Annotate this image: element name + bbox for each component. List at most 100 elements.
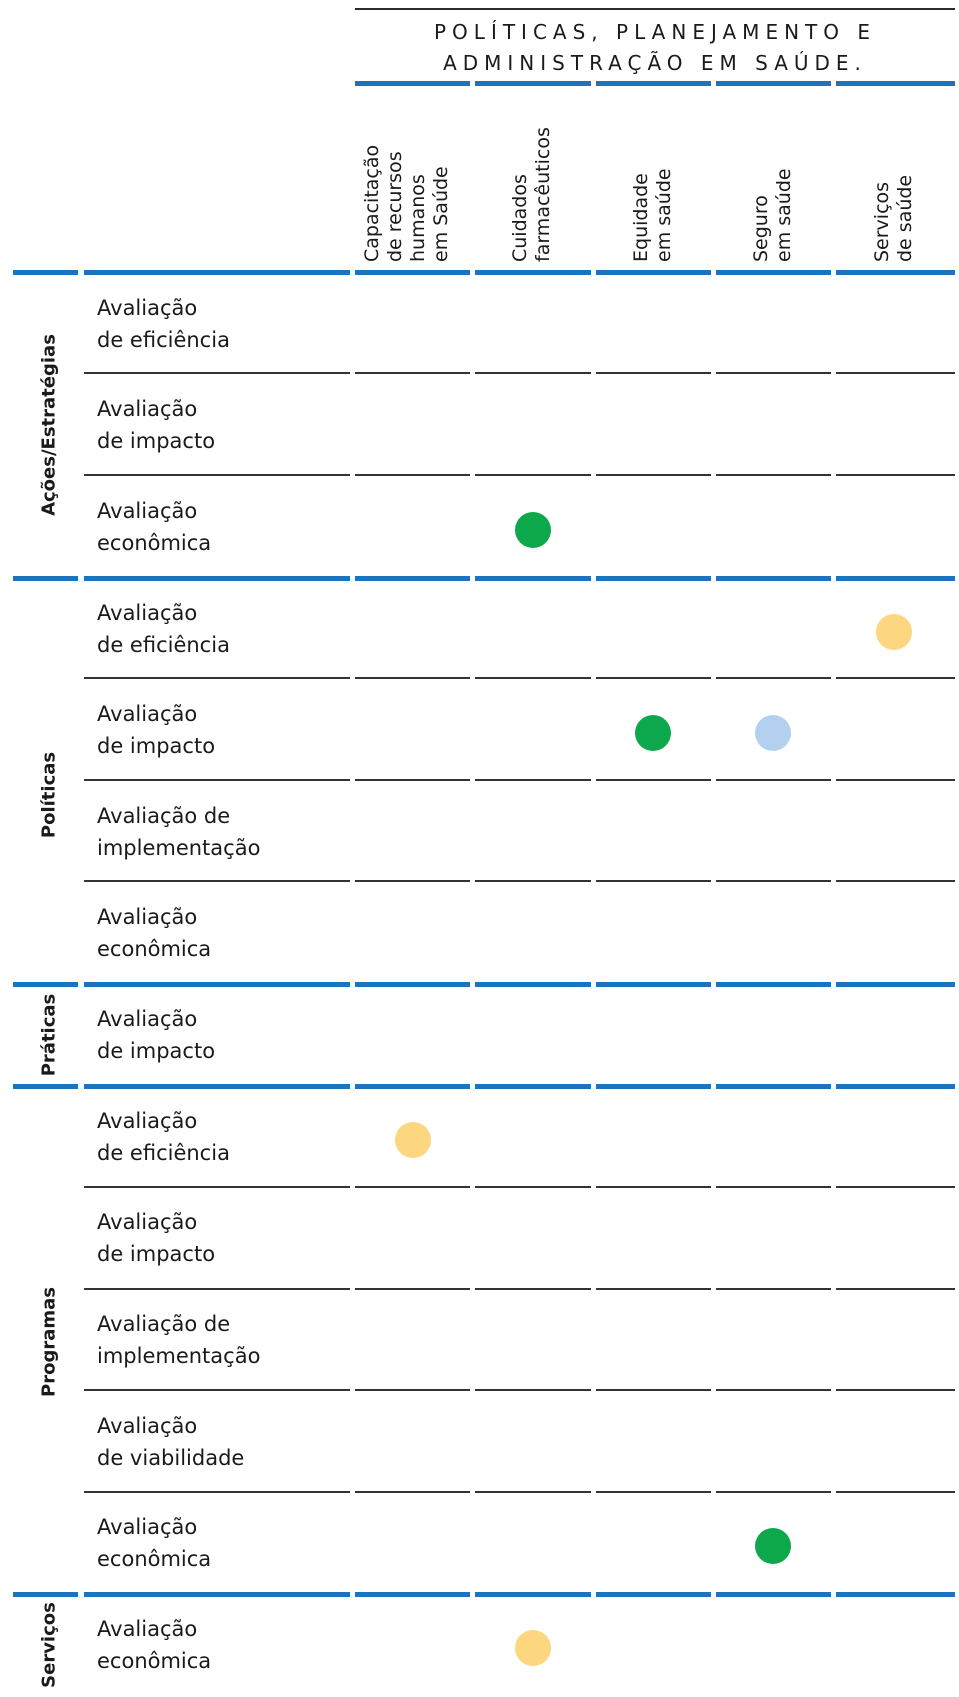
group-blue-rule <box>475 270 591 275</box>
row-divider <box>475 372 591 374</box>
row-divider <box>716 474 831 476</box>
row-label: Avaliação de eficiência <box>97 1109 230 1165</box>
column-header-equidade: Equidade em saúde <box>630 168 675 262</box>
row-label: Avaliação de impacto <box>97 397 216 453</box>
group-blue-rule <box>836 270 955 275</box>
group-blue-rule <box>836 1084 955 1089</box>
row-divider <box>475 779 591 781</box>
group-blue-rule <box>13 1084 78 1089</box>
row-label: Avaliação de eficiência <box>97 601 230 657</box>
row-divider <box>836 372 955 374</box>
row-divider <box>84 372 350 374</box>
row-divider <box>475 677 591 679</box>
row-divider <box>355 1491 470 1493</box>
group-label-servicos: Serviços <box>38 1602 60 1688</box>
group-blue-rule <box>716 1084 831 1089</box>
column-header-cuidados: Cuidados farmacêuticos <box>509 127 554 262</box>
row-divider <box>836 677 955 679</box>
row-divider <box>84 1288 350 1290</box>
row-divider <box>836 1186 955 1188</box>
row-label: Avaliação de impacto <box>97 702 216 758</box>
group-blue-rule <box>84 270 350 275</box>
group-blue-rule <box>836 982 955 987</box>
row-divider <box>84 880 350 882</box>
yellow-dot-marker <box>876 614 912 650</box>
group-blue-rule <box>13 982 78 987</box>
row-divider <box>836 1491 955 1493</box>
row-label: Avaliação de eficiência <box>97 296 230 352</box>
row-divider <box>596 1491 711 1493</box>
group-label-acoes-estrategias: Ações/Estratégias <box>38 334 60 516</box>
group-label-programas: Programas <box>38 1287 60 1397</box>
row-divider <box>84 677 350 679</box>
row-label: Avaliação de implementação <box>97 804 261 860</box>
row-label: Avaliação econômica <box>97 1617 212 1673</box>
group-blue-rule <box>84 1592 350 1597</box>
column-header-servicos: Serviços de saúde <box>871 174 916 262</box>
row-divider <box>84 474 350 476</box>
group-blue-rule <box>596 1592 711 1597</box>
row-divider <box>475 1288 591 1290</box>
row-divider <box>84 1389 350 1391</box>
group-blue-rule <box>475 982 591 987</box>
group-blue-rule <box>355 270 470 275</box>
row-divider <box>716 1186 831 1188</box>
row-label: Avaliação de viabilidade <box>97 1414 245 1470</box>
row-divider <box>716 880 831 882</box>
group-blue-rule <box>716 982 831 987</box>
header-blue-rule <box>475 81 591 86</box>
row-divider <box>355 372 470 374</box>
group-blue-rule <box>84 982 350 987</box>
light-blue-dot-marker <box>755 715 791 751</box>
row-divider <box>836 1288 955 1290</box>
row-divider <box>836 474 955 476</box>
yellow-dot-marker <box>515 1630 551 1666</box>
row-divider <box>475 1389 591 1391</box>
group-label-politicas: Políticas <box>38 751 60 839</box>
group-label-praticas: Práticas <box>38 993 60 1077</box>
row-divider <box>596 372 711 374</box>
green-dot-marker <box>755 1528 791 1564</box>
row-label: Avaliação de impacto <box>97 1210 216 1266</box>
group-blue-rule <box>355 982 470 987</box>
row-divider <box>716 1288 831 1290</box>
group-blue-rule <box>475 1592 591 1597</box>
green-dot-marker <box>515 512 551 548</box>
group-blue-rule <box>84 576 350 581</box>
row-label: Avaliação econômica <box>97 905 212 961</box>
row-divider <box>716 1491 831 1493</box>
group-blue-rule <box>13 1592 78 1597</box>
row-divider <box>596 1288 711 1290</box>
yellow-dot-marker <box>395 1122 431 1158</box>
group-blue-rule <box>355 1592 470 1597</box>
group-blue-rule <box>716 576 831 581</box>
group-blue-rule <box>836 576 955 581</box>
row-divider <box>836 1389 955 1391</box>
row-divider <box>84 1186 350 1188</box>
row-label: Avaliação de impacto <box>97 1007 216 1063</box>
group-blue-rule <box>355 1084 470 1089</box>
group-blue-rule <box>13 576 78 581</box>
row-divider <box>355 779 470 781</box>
row-divider <box>355 677 470 679</box>
group-blue-rule <box>475 1084 591 1089</box>
column-header-capacitacao: Capacitação de recursos humanos em Saúde <box>361 144 452 262</box>
row-divider <box>475 880 591 882</box>
row-divider <box>475 1186 591 1188</box>
title-line-1: POLÍTICAS, PLANEJAMENTO E <box>434 20 876 44</box>
group-blue-rule <box>84 1084 350 1089</box>
group-blue-rule <box>355 576 470 581</box>
group-blue-rule <box>836 1592 955 1597</box>
row-divider <box>475 474 591 476</box>
header-blue-rule <box>355 81 470 86</box>
header-blue-rule <box>716 81 831 86</box>
green-dot-marker <box>635 715 671 751</box>
row-divider <box>355 1288 470 1290</box>
group-blue-rule <box>475 576 591 581</box>
row-divider <box>84 779 350 781</box>
row-divider <box>596 779 711 781</box>
row-divider <box>596 1186 711 1188</box>
group-blue-rule <box>716 1592 831 1597</box>
group-blue-rule <box>596 576 711 581</box>
row-divider <box>596 1389 711 1391</box>
